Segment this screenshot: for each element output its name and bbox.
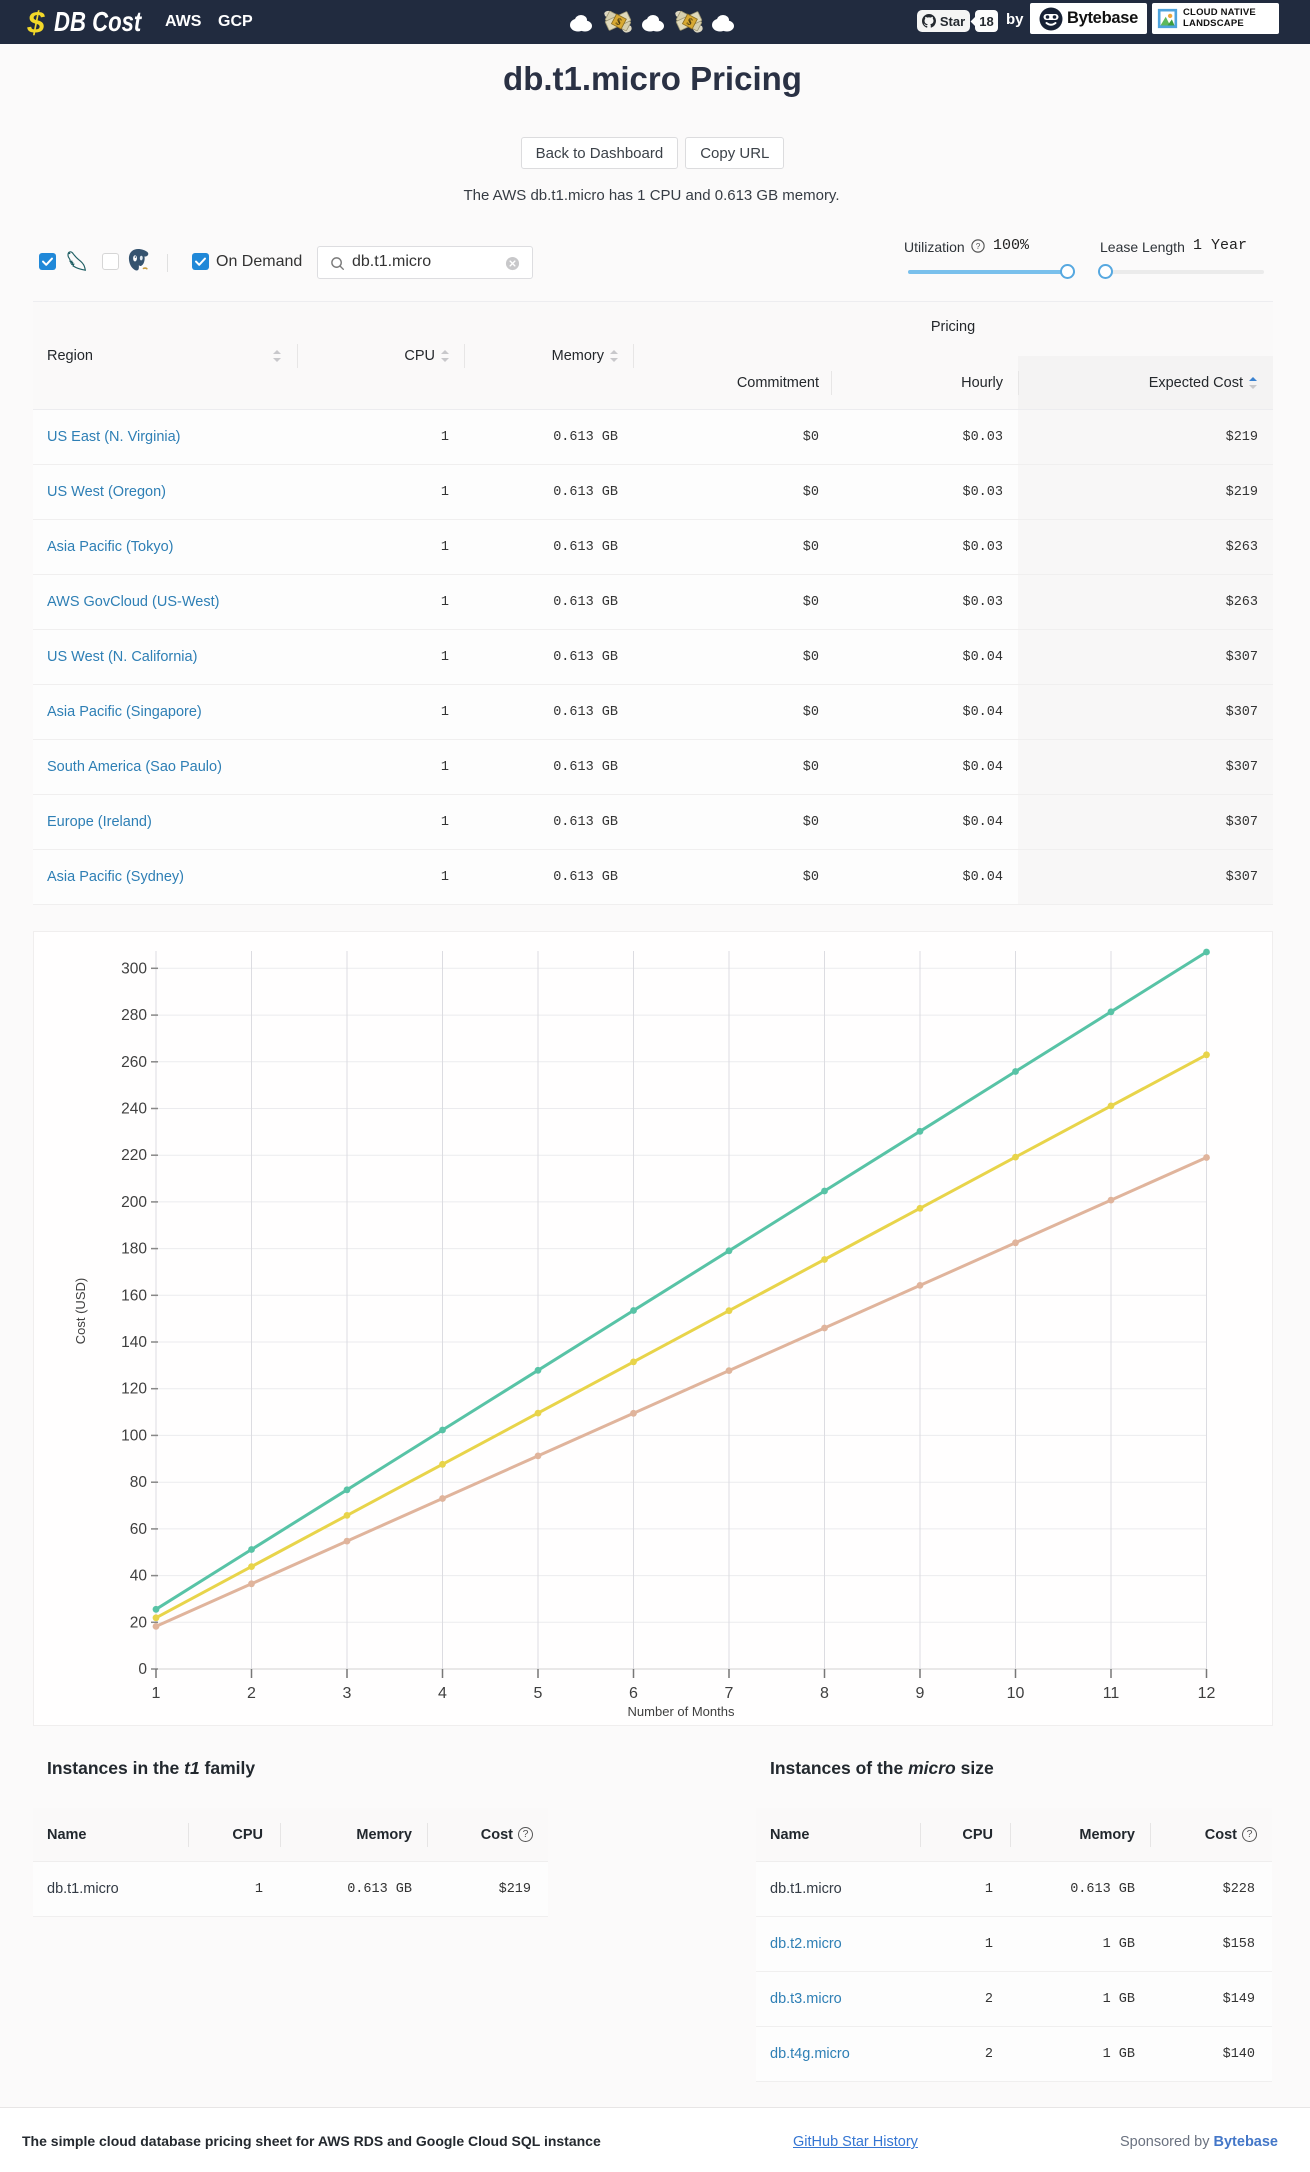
svg-text:12: 12 — [1198, 1685, 1216, 1702]
svg-text:Cost (USD): Cost (USD) — [73, 1278, 88, 1344]
svg-text:60: 60 — [130, 1521, 148, 1538]
svg-text:100: 100 — [121, 1427, 147, 1444]
svg-text:5: 5 — [534, 1685, 543, 1702]
svg-text:11: 11 — [1103, 1685, 1120, 1702]
svg-text:80: 80 — [130, 1474, 148, 1491]
svg-text:3: 3 — [343, 1685, 352, 1702]
svg-text:280: 280 — [121, 1007, 147, 1024]
svg-text:$: $ — [614, 16, 624, 28]
svg-text:300: 300 — [121, 960, 147, 977]
svg-text:240: 240 — [121, 1101, 147, 1118]
svg-text:220: 220 — [121, 1147, 147, 1164]
svg-text:8: 8 — [820, 1685, 829, 1702]
svg-text:0: 0 — [138, 1661, 147, 1678]
svg-text:2: 2 — [247, 1685, 256, 1702]
svg-text:7: 7 — [725, 1685, 734, 1702]
svg-text:120: 120 — [121, 1381, 147, 1398]
svg-text:140: 140 — [121, 1334, 147, 1351]
svg-text:160: 160 — [121, 1287, 147, 1304]
svg-text:260: 260 — [121, 1054, 147, 1071]
svg-text:?: ? — [976, 241, 981, 251]
svg-text:6: 6 — [629, 1685, 638, 1702]
svg-text:200: 200 — [121, 1194, 147, 1211]
svg-text:20: 20 — [130, 1614, 148, 1631]
svg-text:$: $ — [685, 16, 695, 28]
svg-text:Number of Months: Number of Months — [628, 1704, 735, 1719]
svg-text:10: 10 — [1007, 1685, 1025, 1702]
svg-text:4: 4 — [438, 1685, 447, 1702]
svg-text:180: 180 — [121, 1241, 147, 1258]
svg-text:1: 1 — [152, 1685, 161, 1702]
svg-text:40: 40 — [130, 1568, 148, 1585]
svg-text:9: 9 — [916, 1685, 925, 1702]
svg-text:$: $ — [26, 5, 45, 39]
